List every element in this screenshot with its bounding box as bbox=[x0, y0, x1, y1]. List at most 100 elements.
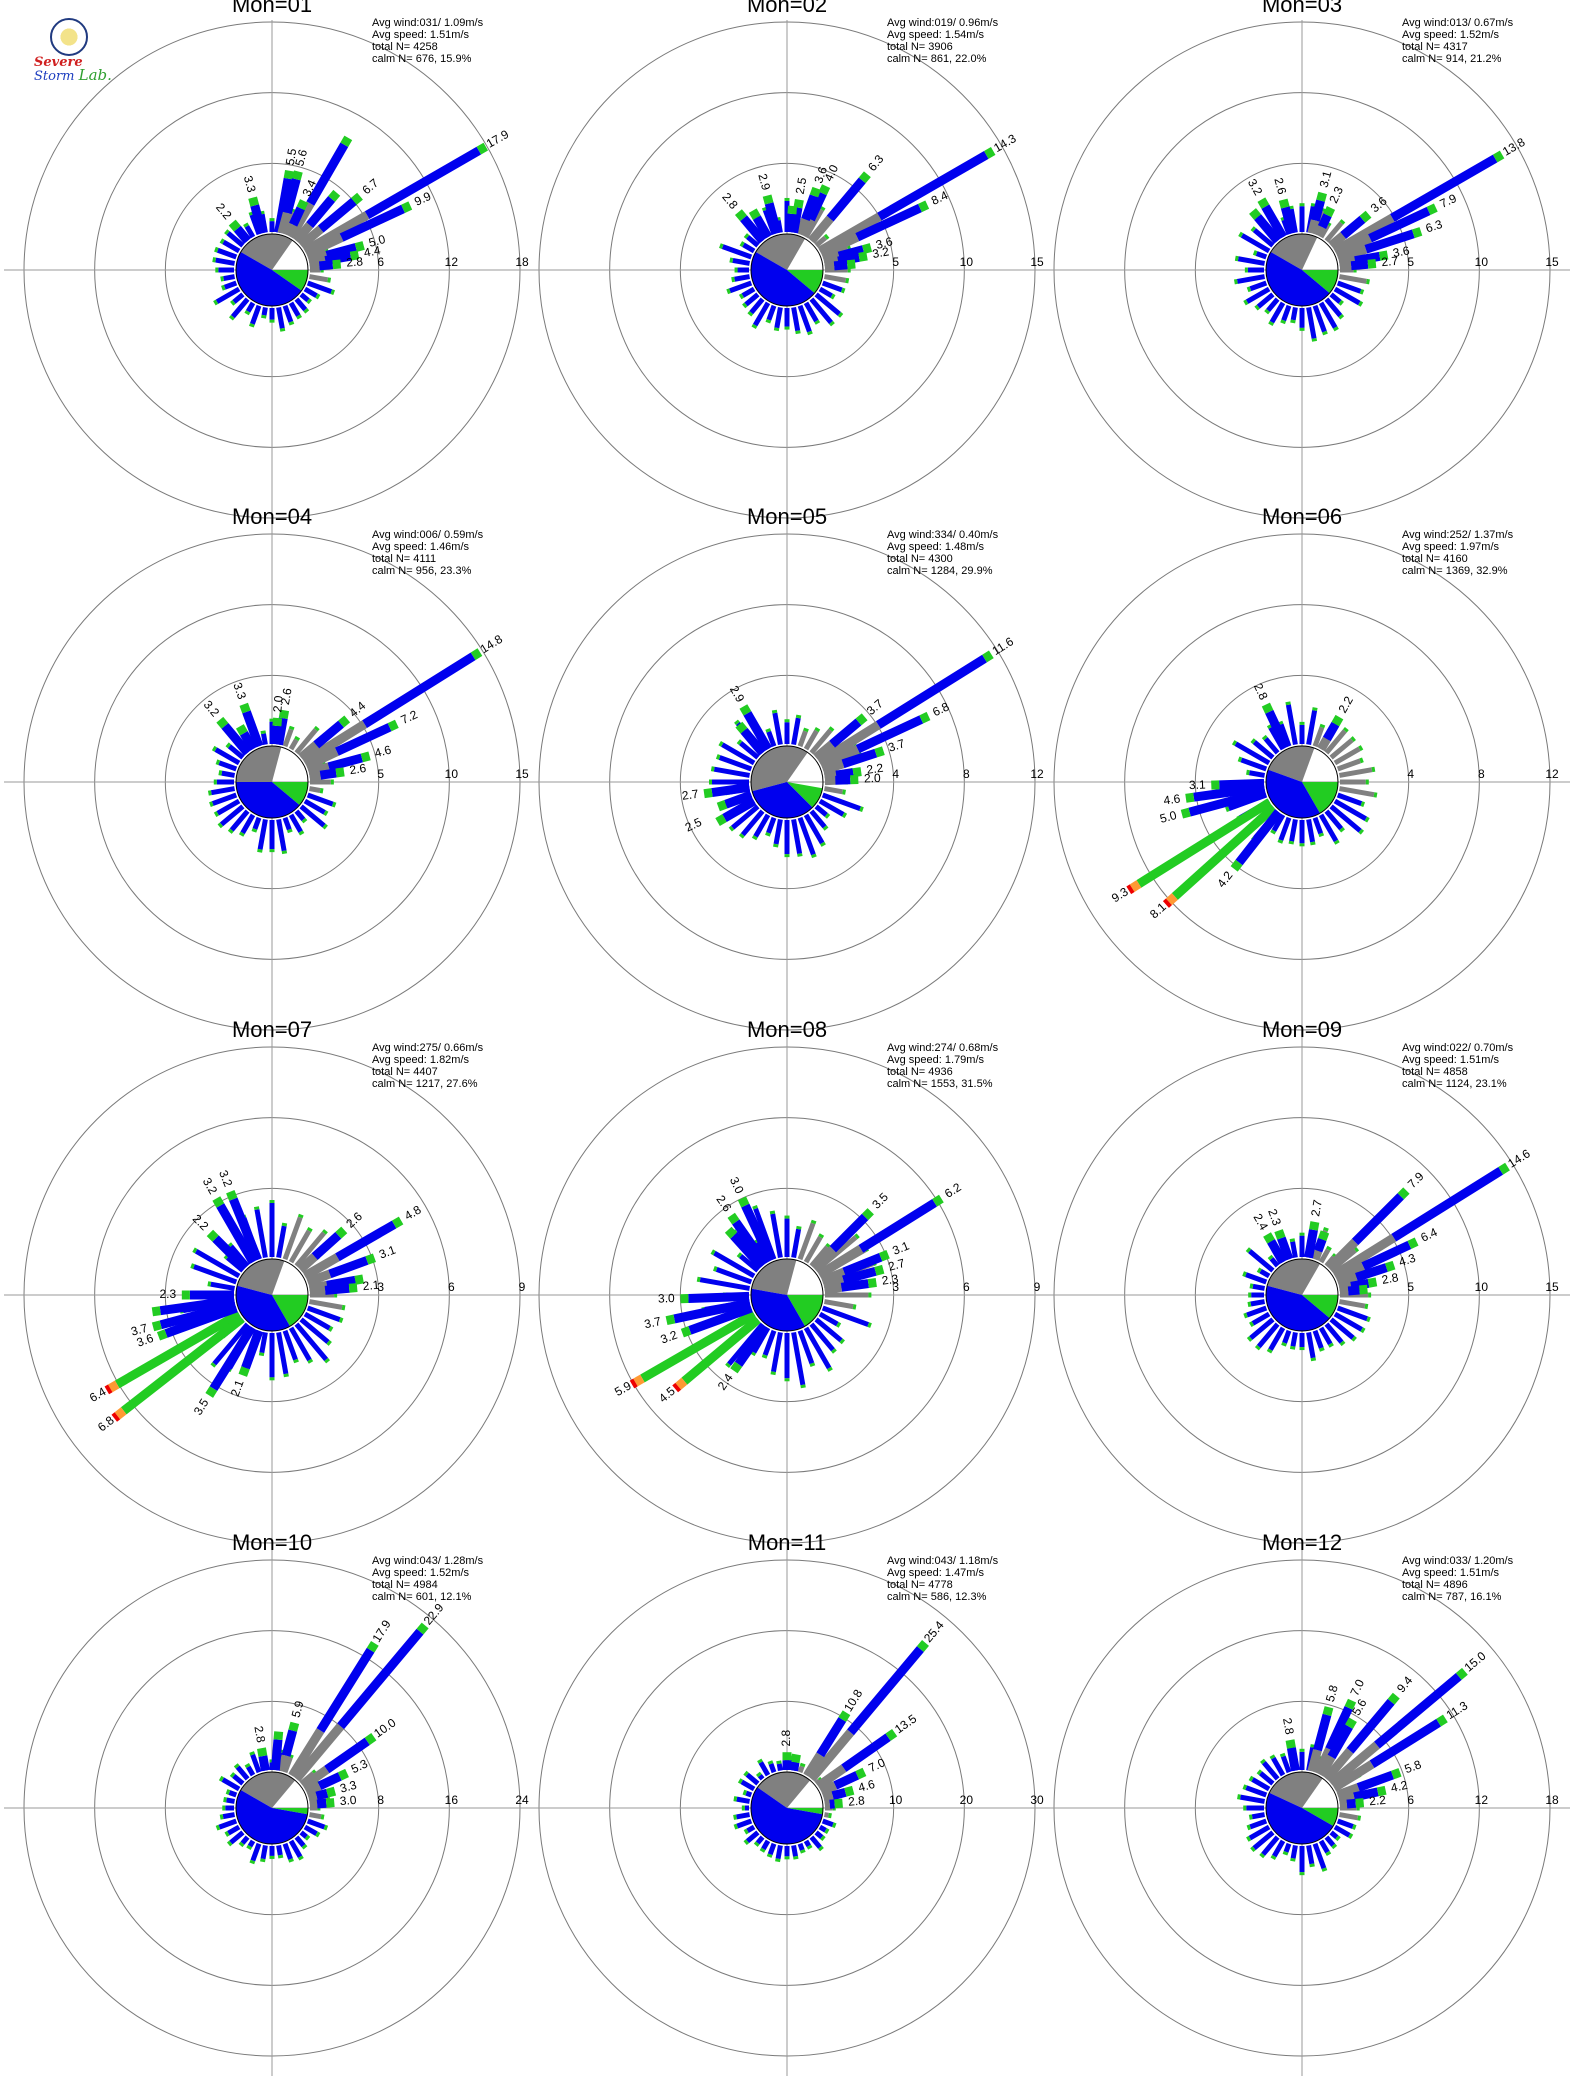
direction-bar bbox=[1346, 1798, 1357, 1809]
direction-bar-calm bbox=[298, 225, 324, 250]
direction-bar-calm bbox=[297, 1253, 318, 1273]
direction-bar bbox=[1171, 804, 1277, 900]
minor-direction-bar bbox=[276, 306, 285, 329]
direction-bar-extreme bbox=[1126, 884, 1135, 895]
stats-total-n: total N= 4936 bbox=[887, 1066, 953, 1078]
minor-direction-bar-tip bbox=[1364, 816, 1370, 823]
minor-direction-bar bbox=[803, 301, 819, 323]
direction-bar bbox=[120, 1314, 245, 1415]
minor-direction-bar bbox=[699, 1277, 751, 1291]
spoke-value-label: 13.8 bbox=[1500, 135, 1528, 159]
stats-avg-wind: Avg wind:274/ 0.68m/s bbox=[887, 1042, 999, 1054]
direction-bar-tip bbox=[340, 135, 353, 148]
direction-bar-calm bbox=[1328, 1741, 1380, 1788]
direction-bar-tip bbox=[858, 171, 871, 184]
calm-circle bbox=[1265, 1258, 1339, 1332]
minor-direction-bar-tip bbox=[799, 1849, 806, 1854]
minor-direction-bar-tip bbox=[288, 1858, 294, 1863]
minor-direction-bar-tip bbox=[1288, 840, 1295, 845]
minor-direction-bar-tip bbox=[297, 1213, 304, 1219]
minor-direction-bar-tip bbox=[307, 1358, 314, 1364]
minor-direction-bar bbox=[288, 301, 301, 317]
minor-direction-bar-tip bbox=[1323, 1226, 1329, 1232]
ring-label: 3 bbox=[377, 1280, 384, 1294]
direction-bar-calm bbox=[1307, 1748, 1322, 1773]
spoke-value-label: 2.2 bbox=[190, 1212, 212, 1234]
spoke-value-label: 10.8 bbox=[841, 1687, 865, 1715]
minor-direction-bar-tip bbox=[809, 1362, 816, 1367]
direction-bar-tip bbox=[273, 1731, 284, 1741]
spoke-value-label: 4.4 bbox=[346, 698, 368, 720]
direction-bar-tip bbox=[156, 1329, 168, 1341]
minor-direction-bar bbox=[809, 297, 833, 325]
minor-direction-bar-tip bbox=[715, 754, 721, 760]
spoke-value-label: 7.2 bbox=[399, 707, 420, 727]
direction-bar-tip bbox=[360, 751, 371, 763]
calm-circle bbox=[1265, 233, 1339, 307]
direction-bar bbox=[1391, 1166, 1504, 1242]
minor-direction-bar bbox=[250, 1753, 262, 1774]
stats-calm-n: calm N= 1553, 31.5% bbox=[887, 1078, 993, 1090]
minor-direction-bar-tip bbox=[733, 1814, 737, 1820]
minor-direction-bar-tip bbox=[751, 323, 758, 330]
direction-bar-tip bbox=[846, 259, 856, 270]
direction-bar bbox=[258, 1755, 270, 1772]
direction-bar bbox=[1347, 1285, 1360, 1296]
minor-direction-bar-tip bbox=[283, 1373, 289, 1378]
minor-direction-bar bbox=[823, 274, 847, 283]
spoke-value-label: 5.6 bbox=[1349, 1696, 1370, 1718]
minor-direction-bar bbox=[1336, 792, 1363, 806]
direction-bar-calm bbox=[277, 1754, 291, 1773]
spoke-value-label: 2.8 bbox=[1251, 681, 1271, 702]
rose-title: Mon=11 bbox=[748, 1530, 826, 1555]
direction-bar-calm bbox=[292, 222, 314, 244]
spoke-value-label: 3.3 bbox=[230, 681, 249, 702]
minor-direction-bar bbox=[736, 1796, 751, 1804]
minor-direction-bar bbox=[306, 1305, 341, 1323]
minor-direction-bar-tip bbox=[1328, 1342, 1334, 1348]
minor-direction-bar-tip bbox=[1321, 1867, 1328, 1872]
spoke-value-label: 2.6 bbox=[349, 761, 368, 777]
minor-direction-bar-tip bbox=[1246, 1835, 1252, 1842]
minor-direction-bar-tip bbox=[1250, 1846, 1256, 1853]
minor-direction-bar-tip bbox=[736, 1252, 743, 1258]
direction-bar bbox=[1325, 1706, 1353, 1752]
minor-direction-bar bbox=[1269, 301, 1286, 324]
minor-direction-bar-tip bbox=[212, 257, 217, 263]
calm-pie-slice bbox=[1265, 1285, 1330, 1332]
spoke-value-label: 3.0 bbox=[339, 1793, 357, 1808]
direction-bar bbox=[1277, 1236, 1294, 1261]
stats-total-n: total N= 4407 bbox=[372, 1066, 438, 1078]
minor-direction-bar bbox=[227, 1824, 241, 1836]
minor-direction-bar bbox=[1278, 816, 1292, 841]
minor-direction-bar bbox=[1333, 1311, 1363, 1332]
minor-direction-bar bbox=[1245, 1272, 1268, 1285]
minor-direction-bar-tip bbox=[1320, 207, 1327, 213]
minor-direction-bar bbox=[1336, 1818, 1354, 1829]
direction-bar-tip bbox=[288, 1721, 300, 1732]
minor-direction-bar bbox=[282, 1216, 303, 1261]
spoke-value-label: 4.4 bbox=[363, 243, 382, 260]
spoke-value-label: 5.5 bbox=[283, 147, 300, 166]
minor-direction-bar bbox=[257, 818, 268, 850]
calm-pie-slice bbox=[1267, 1258, 1320, 1295]
minor-direction-bar bbox=[721, 244, 753, 260]
direction-bar-tip bbox=[1344, 1698, 1357, 1710]
minor-direction-bar bbox=[1336, 758, 1361, 772]
spoke-value-label: 3.0 bbox=[658, 1291, 675, 1306]
minor-direction-bar bbox=[1251, 1812, 1266, 1820]
direction-bar bbox=[1188, 787, 1267, 817]
minor-direction-bar-tip bbox=[1331, 1843, 1338, 1850]
direction-bar-tip bbox=[1385, 1260, 1396, 1272]
minor-direction-bar bbox=[1333, 798, 1368, 822]
minor-direction-bar-tip bbox=[1246, 769, 1250, 776]
direction-bar bbox=[1355, 1263, 1388, 1282]
direction-bar bbox=[752, 215, 772, 240]
wind-rose-month-04: Mon=045 10 1514.87.24.44.62.62.62.03.33.2A… bbox=[4, 504, 540, 1050]
minor-direction-bar-tip bbox=[1359, 288, 1365, 295]
spoke-value-label: 3.7 bbox=[643, 1314, 663, 1331]
minor-direction-bar-tip bbox=[323, 1824, 329, 1831]
minor-direction-bar-tip bbox=[1256, 1769, 1263, 1776]
minor-direction-bar bbox=[809, 809, 827, 829]
spoke-value-label: 2.8 bbox=[1381, 1270, 1400, 1287]
